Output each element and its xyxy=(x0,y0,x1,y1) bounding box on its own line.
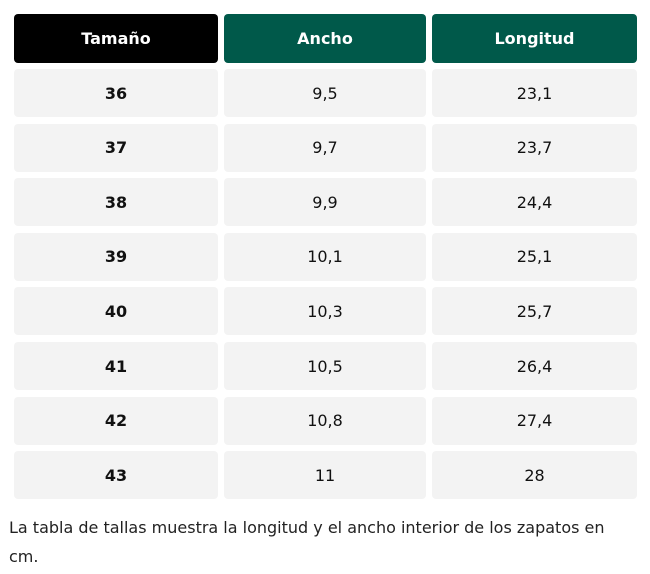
caption: La tabla de tallas muestra la longitud y… xyxy=(9,518,605,566)
table-cell: 26,4 xyxy=(432,342,637,390)
table-cell: 10,8 xyxy=(224,396,426,445)
table-cell: 40 xyxy=(14,287,218,336)
header-cell: Tamaño xyxy=(14,14,218,63)
table-cell: 36 xyxy=(14,69,218,117)
table-cell: 10,1 xyxy=(224,232,426,281)
table-cell: 41 xyxy=(14,342,218,390)
table-cell: 9,9 xyxy=(224,178,426,227)
table-cell: 39 xyxy=(14,232,218,281)
table-cell: 28 xyxy=(432,451,637,500)
table-cell: 23,1 xyxy=(432,69,637,117)
table-cell: 9,7 xyxy=(224,123,426,172)
table-cell: 9,5 xyxy=(224,69,426,117)
header-cell: Ancho xyxy=(224,14,426,63)
table-cell: 11 xyxy=(224,451,426,500)
table-cell: 37 xyxy=(14,123,218,172)
table-cell: 27,4 xyxy=(432,396,637,445)
table-cell: 42 xyxy=(14,396,218,445)
table-cell: 25,7 xyxy=(432,287,637,336)
table-cell: 43 xyxy=(14,451,218,500)
table-cell: 23,7 xyxy=(432,123,637,172)
table-cell: 10,5 xyxy=(224,342,426,390)
table-cell: 38 xyxy=(14,178,218,227)
table-cell: 24,4 xyxy=(432,178,637,227)
table-cell: 25,1 xyxy=(432,232,637,281)
table-cell: 10,3 xyxy=(224,287,426,336)
header-cell: Longitud xyxy=(432,14,637,63)
